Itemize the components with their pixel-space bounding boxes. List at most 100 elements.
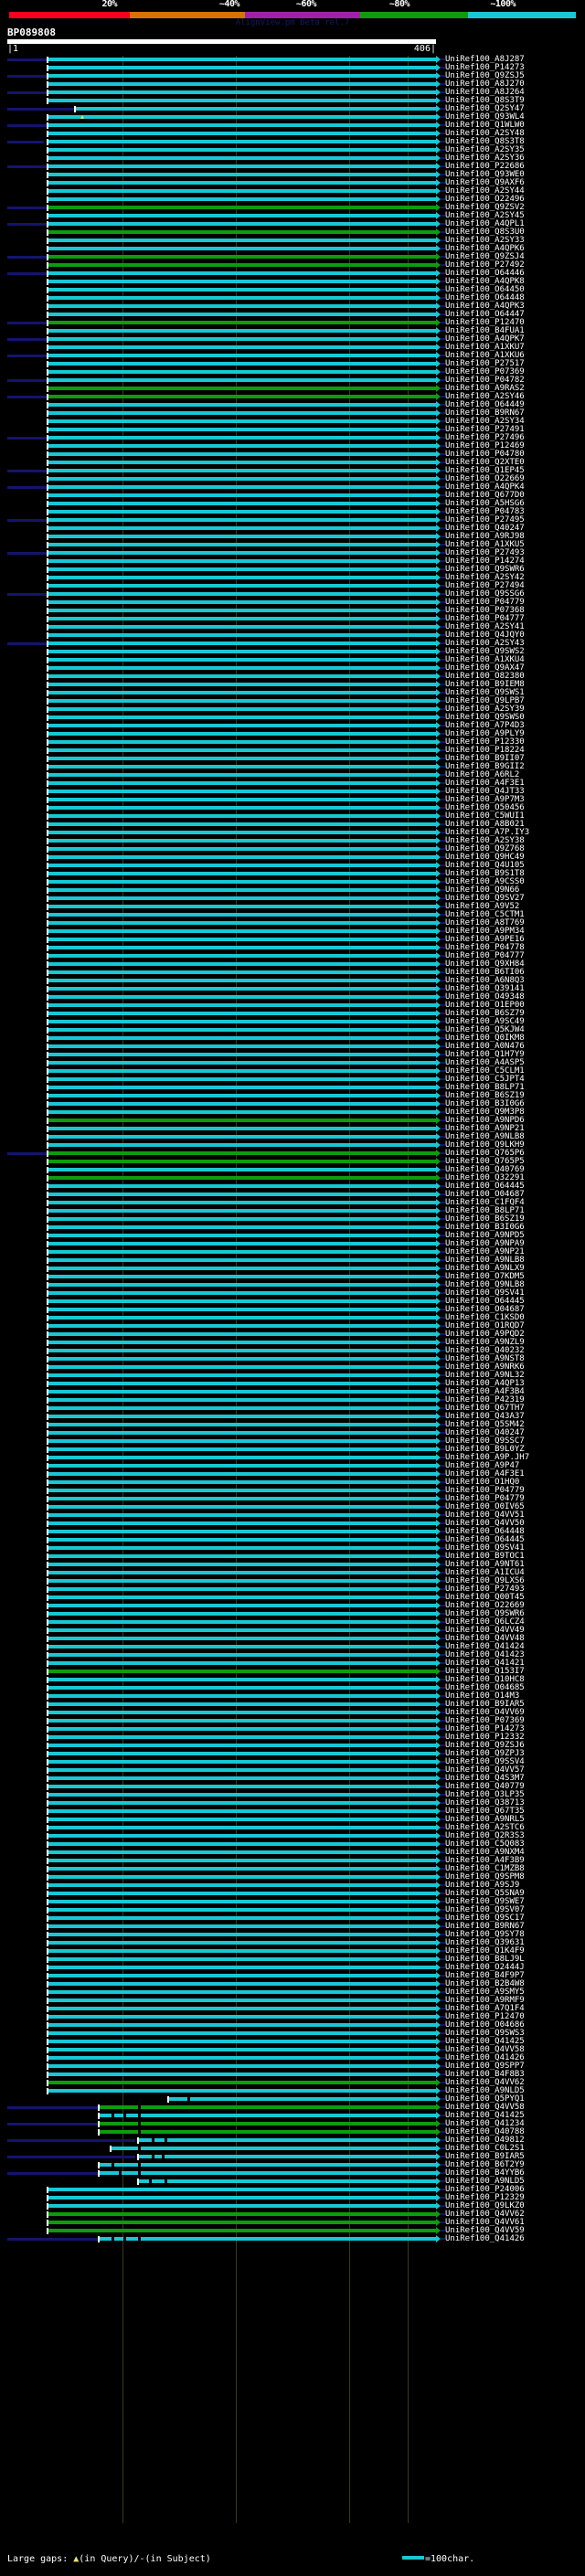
- alignment-bar[interactable]: [48, 535, 436, 538]
- alignment-row[interactable]: UniRef100_Q9SWR6: [0, 1609, 585, 1618]
- hit-id-label[interactable]: UniRef100_A9NRK6: [445, 1362, 525, 1372]
- alignment-bar[interactable]: [48, 1299, 436, 1303]
- alignment-row[interactable]: UniRef100_P27493: [0, 1585, 585, 1594]
- alignment-row[interactable]: UniRef100_Q39141: [0, 984, 585, 993]
- alignment-bar[interactable]: [48, 1620, 436, 1624]
- alignment-bar[interactable]: [48, 1900, 436, 1903]
- alignment-bar[interactable]: [48, 633, 436, 637]
- alignment-row[interactable]: UniRef100_Q9SWE7: [0, 1897, 585, 1906]
- hit-id-label[interactable]: UniRef100_A8B021: [445, 820, 525, 829]
- hit-id-label[interactable]: UniRef100_O1EP00: [445, 1001, 525, 1010]
- hit-id-label[interactable]: UniRef100_O64445: [445, 1535, 525, 1544]
- alignment-row[interactable]: UniRef100_B2B4W8: [0, 1979, 585, 1988]
- alignment-row[interactable]: UniRef100_A2SY39: [0, 705, 585, 714]
- alignment-row[interactable]: UniRef100_Q9LKZ0: [0, 2201, 585, 2210]
- alignment-bar[interactable]: [48, 1044, 436, 1048]
- alignment-bar[interactable]: [48, 716, 436, 719]
- alignment-bar[interactable]: [48, 1875, 436, 1879]
- alignment-row[interactable]: UniRef100_A2SY44: [0, 186, 585, 196]
- hit-id-label[interactable]: UniRef100_A1XKU7: [445, 343, 525, 352]
- hit-id-label[interactable]: UniRef100_B9TOC1: [445, 1552, 525, 1561]
- alignment-row[interactable]: UniRef100_B9RN67: [0, 1922, 585, 1931]
- hit-id-label[interactable]: UniRef100_A9CSS0: [445, 877, 525, 886]
- hit-id-label[interactable]: UniRef100_Q9SV41: [445, 1543, 525, 1553]
- alignment-bar[interactable]: [48, 929, 436, 933]
- hit-id-label[interactable]: UniRef100_P27493: [445, 1585, 525, 1594]
- hit-id-label[interactable]: UniRef100_A2SY38: [445, 836, 525, 845]
- hit-id-label[interactable]: UniRef100_B9L0YZ: [445, 1445, 525, 1454]
- alignment-row[interactable]: UniRef100_B9IAR5: [0, 2152, 585, 2161]
- alignment-row[interactable]: UniRef100_O1RQD7: [0, 1321, 585, 1330]
- alignment-row[interactable]: UniRef100_A7Q1F4: [0, 2004, 585, 2013]
- alignment-bar[interactable]: [48, 822, 436, 826]
- alignment-bar[interactable]: [48, 1752, 436, 1755]
- alignment-row[interactable]: UniRef100_A9NRL5: [0, 1815, 585, 1824]
- alignment-bar[interactable]: [48, 1563, 436, 1566]
- hit-id-label[interactable]: UniRef100_A9PE16: [445, 935, 525, 944]
- alignment-row[interactable]: UniRef100_Q5KJW4: [0, 1025, 585, 1034]
- hit-id-label[interactable]: UniRef100_Q40247: [445, 1428, 525, 1437]
- hit-id-label[interactable]: UniRef100_A9P7M3: [445, 795, 525, 804]
- alignment-bar[interactable]: [48, 617, 436, 620]
- alignment-row[interactable]: UniRef100_A9PLY9: [0, 729, 585, 738]
- alignment-row[interactable]: UniRef100_Q1EP45: [0, 466, 585, 475]
- alignment-row[interactable]: UniRef100_O22496: [0, 195, 585, 204]
- hit-id-label[interactable]: UniRef100_C1FQF4: [445, 1198, 525, 1207]
- alignment-bar[interactable]: [48, 946, 436, 949]
- alignment-bar[interactable]: [48, 1308, 436, 1311]
- alignment-row[interactable]: UniRef100_Q9AXF6: [0, 178, 585, 187]
- alignment-bar[interactable]: [48, 2072, 436, 2076]
- alignment-row[interactable]: UniRef100_Q4VV49: [0, 1626, 585, 1635]
- hit-id-label[interactable]: UniRef100_B9RN67: [445, 1922, 525, 1931]
- alignment-bar[interactable]: [48, 82, 436, 86]
- hit-id-label[interactable]: UniRef100_Q40779: [445, 1782, 525, 1791]
- hit-id-label[interactable]: UniRef100_A9NP21: [445, 1247, 525, 1256]
- alignment-row[interactable]: UniRef100_A9PE16: [0, 935, 585, 944]
- alignment-row[interactable]: UniRef100_P27517: [0, 359, 585, 368]
- hit-id-label[interactable]: UniRef100_C0L2S1: [445, 2144, 525, 2153]
- alignment-bar[interactable]: [48, 247, 436, 250]
- hit-id-label[interactable]: UniRef100_Q4VV51: [445, 1511, 525, 1520]
- hit-id-label[interactable]: UniRef100_C5Q083: [445, 1839, 525, 1849]
- alignment-row[interactable]: UniRef100_Q67TH7: [0, 1404, 585, 1413]
- hit-id-label[interactable]: UniRef100_A4F3B9: [445, 1856, 525, 1865]
- hit-id-label[interactable]: UniRef100_P27494: [445, 581, 525, 590]
- alignment-row[interactable]: UniRef100_C5CTM1: [0, 910, 585, 919]
- hit-id-label[interactable]: UniRef100_Q43A37: [445, 1412, 525, 1421]
- alignment-row[interactable]: UniRef100_Q5PYQ1: [0, 2094, 585, 2104]
- alignment-row[interactable]: UniRef100_A6N8Q3: [0, 976, 585, 985]
- alignment-bar[interactable]: [48, 740, 436, 744]
- alignment-row[interactable]: UniRef100_Q4VV57: [0, 1765, 585, 1775]
- hit-id-label[interactable]: UniRef100_A2SY35: [445, 145, 525, 154]
- hit-id-label[interactable]: UniRef100_O1HQ0: [445, 1478, 520, 1487]
- alignment-bar[interactable]: [48, 814, 436, 818]
- alignment-bar[interactable]: [48, 140, 436, 143]
- hit-id-label[interactable]: UniRef100_Q10HC8: [445, 1675, 525, 1684]
- alignment-bar[interactable]: [48, 1217, 436, 1221]
- alignment-row[interactable]: UniRef100_A2STC6: [0, 1823, 585, 1832]
- hit-id-label[interactable]: UniRef100_A9PM34: [445, 927, 525, 936]
- hit-id-label[interactable]: UniRef100_Q4VV62: [445, 2210, 525, 2219]
- alignment-row[interactable]: UniRef100_A2SY41: [0, 622, 585, 631]
- alignment-bar[interactable]: [48, 567, 436, 571]
- alignment-row[interactable]: UniRef100_Q9SV41: [0, 1288, 585, 1298]
- hit-id-label[interactable]: UniRef100_A6RL2: [445, 770, 520, 779]
- alignment-bar[interactable]: [48, 502, 436, 505]
- alignment-bar[interactable]: [48, 1489, 436, 1492]
- alignment-row[interactable]: UniRef100_Q40232: [0, 1346, 585, 1355]
- alignment-bar[interactable]: [48, 1209, 436, 1213]
- hit-id-label[interactable]: UniRef100_Q9XH84: [445, 959, 525, 969]
- alignment-bar[interactable]: [48, 1859, 436, 1862]
- alignment-row[interactable]: UniRef100_Q9M3P8: [0, 1108, 585, 1117]
- hit-id-label[interactable]: UniRef100_A4QPK8: [445, 277, 525, 286]
- alignment-row[interactable]: UniRef100_Q1K4F9: [0, 1946, 585, 1956]
- alignment-row[interactable]: UniRef100_Q32291: [0, 1173, 585, 1182]
- hit-id-label[interactable]: UniRef100_B9II07: [445, 754, 525, 763]
- alignment-bar[interactable]: [48, 1966, 436, 1969]
- alignment-row[interactable]: UniRef100_C5Q083: [0, 1839, 585, 1849]
- alignment-row[interactable]: UniRef100_B9IAR5: [0, 1700, 585, 1709]
- alignment-bar[interactable]: [48, 329, 436, 333]
- alignment-bar[interactable]: [48, 123, 436, 127]
- hit-id-label[interactable]: UniRef100_Q9SC17: [445, 1913, 525, 1923]
- alignment-row[interactable]: UniRef100_A4QP13: [0, 1379, 585, 1388]
